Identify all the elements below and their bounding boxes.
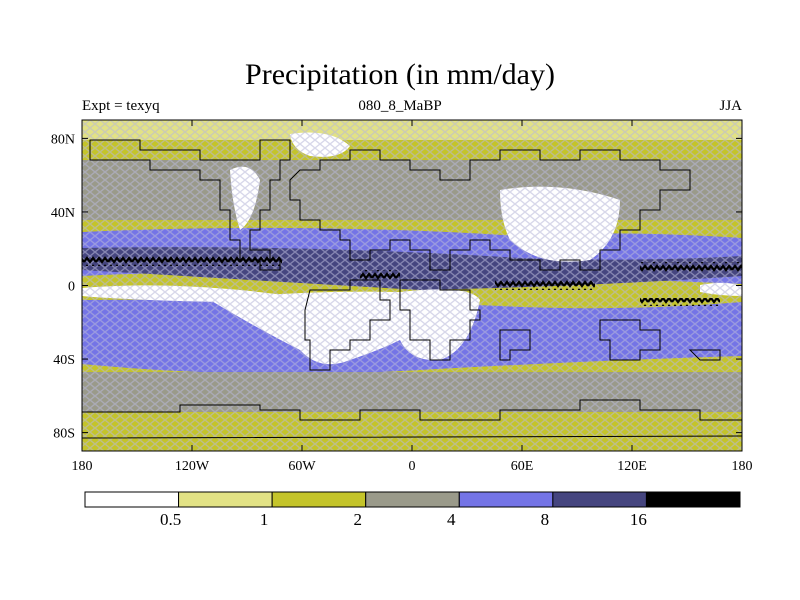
coastline-new-zealand — [688, 349, 721, 361]
map-field — [82, 120, 742, 451]
colorbar-swatch — [365, 491, 460, 508]
colorbar-swatch — [271, 491, 367, 508]
colorbar-label: 8 — [541, 510, 550, 529]
x-axis: 180 120W 60W 0 60E 120E 180 — [72, 120, 753, 474]
coastlines — [82, 139, 742, 439]
y-tick-label: 80N — [51, 132, 75, 147]
colorbar-label: 1 — [260, 510, 269, 529]
colorbar: 0.5 1 2 4 8 16 — [84, 491, 741, 529]
x-tick-label: 120E — [617, 459, 647, 474]
y-tick-label: 40S — [53, 353, 75, 368]
colorbar-label: 2 — [353, 510, 362, 529]
x-tick-label: 0 — [409, 459, 416, 474]
hatch-overlay — [82, 120, 742, 451]
heavy-precip-south-pacific — [640, 298, 720, 306]
heavy-precip-indian — [495, 280, 595, 290]
colorbar-swatch — [552, 491, 647, 508]
y-tick-label: 40N — [51, 206, 75, 221]
colorbar-swatch — [458, 491, 554, 508]
coastline-south-america — [304, 279, 391, 371]
x-tick-label: 180 — [732, 459, 753, 474]
coastline-north-america — [89, 139, 291, 271]
coastline-australia — [599, 319, 661, 361]
colorbar-swatch — [178, 491, 273, 508]
heavy-precip-atlantic — [360, 270, 400, 280]
colorbar-swatch — [645, 491, 741, 508]
experiment-label: Expt = texyq — [82, 98, 160, 114]
coastline-africa — [399, 279, 481, 361]
heavy-precip-pacific — [82, 256, 282, 266]
colorbar-label: 0.5 — [160, 510, 181, 529]
colorbar-label: 16 — [630, 510, 647, 529]
y-axis: 80N 40N 0 40S 80S — [51, 132, 742, 442]
x-tick-label: 60W — [288, 459, 316, 474]
heavy-precip-west-pacific — [640, 262, 742, 272]
map-title: Precipitation (in mm/day) — [245, 58, 555, 91]
period-label: 080_8_MaBP — [358, 98, 442, 114]
colorbar-swatch — [84, 491, 180, 508]
coastline-antarctica — [82, 399, 742, 439]
season-label: JJA — [719, 98, 742, 114]
x-tick-label: 120W — [175, 459, 210, 474]
x-tick-label: 60E — [511, 459, 534, 474]
coastline-madagascar — [499, 329, 531, 361]
colorbar-label: 4 — [447, 510, 456, 529]
coastline-eurasia — [289, 149, 691, 271]
x-tick-label: 180 — [72, 459, 93, 474]
y-tick-label: 0 — [68, 280, 75, 295]
y-tick-label: 80S — [53, 427, 75, 442]
